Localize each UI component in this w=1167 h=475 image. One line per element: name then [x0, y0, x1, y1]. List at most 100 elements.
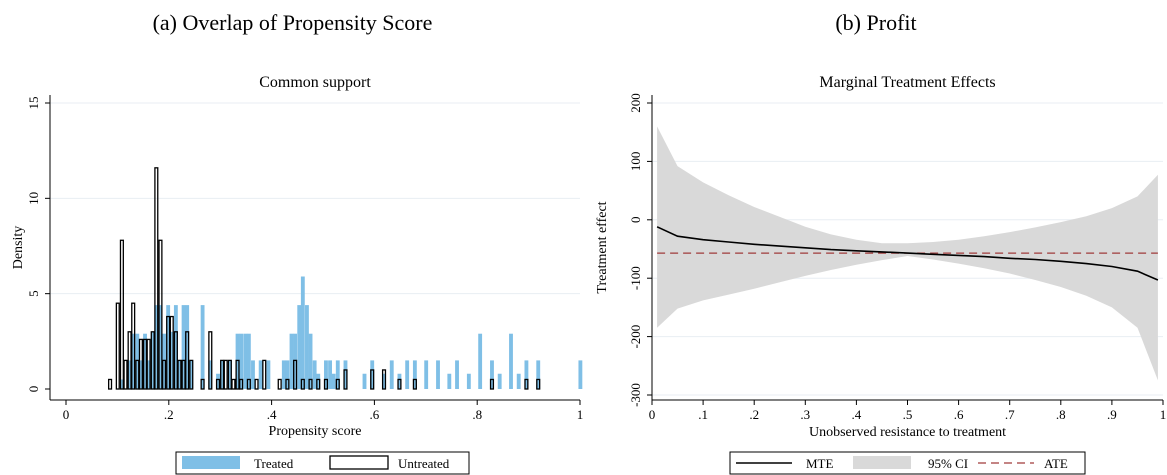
bar-treated: [208, 360, 213, 389]
y-tick-label: -300: [628, 383, 643, 407]
bar-treated: [497, 373, 502, 389]
bar-untreated: [370, 369, 375, 390]
y-tick-label: -100: [628, 266, 643, 290]
bar-untreated: [239, 378, 244, 390]
x-tick-label: .6: [954, 407, 964, 422]
bar-untreated: [316, 378, 321, 390]
bar-treated: [227, 360, 232, 389]
legend-box: [175, 451, 470, 475]
legend-swatch-untreated: [329, 455, 389, 470]
y-tick-label: 200: [628, 93, 643, 113]
bar-treated: [177, 360, 182, 389]
bar-untreated: [215, 378, 221, 390]
bar-treated: [251, 360, 255, 389]
bar-treated: [343, 360, 348, 389]
bar-treated: [316, 373, 321, 389]
bar-untreated: [189, 359, 194, 390]
bar-treated: [447, 373, 452, 389]
x-tick-label: .9: [1107, 407, 1117, 422]
y-axis-label: Treatment effect: [595, 201, 610, 293]
bar-untreated: [223, 359, 228, 390]
bar-untreated: [524, 378, 529, 390]
bar-treated: [220, 360, 225, 389]
bar-treated: [239, 333, 244, 389]
legend-swatch-ci: [853, 456, 911, 469]
chart-title: Marginal Treatment Effects: [819, 74, 995, 91]
x-tick-label: .8: [1056, 407, 1066, 422]
bar-treated: [312, 360, 317, 389]
bar-treated: [331, 373, 336, 389]
bar-treated: [490, 360, 494, 389]
bar-untreated: [262, 359, 267, 390]
bar-untreated: [285, 378, 290, 390]
bar-treated: [335, 360, 340, 389]
bar-treated: [308, 333, 313, 389]
bar-untreated: [220, 359, 225, 390]
y-tick-label: 5: [26, 290, 41, 297]
bar-treated: [297, 305, 302, 389]
bar-untreated: [115, 302, 120, 390]
bar-untreated: [135, 359, 140, 390]
bar-treated: [258, 360, 263, 389]
legend-swatch-treated: [182, 456, 240, 469]
bar-untreated: [308, 378, 313, 390]
legend-label-ate: ATE: [1044, 456, 1068, 471]
bar-treated: [293, 333, 298, 389]
bar-untreated: [227, 359, 232, 390]
x-tick-label: .4: [852, 407, 862, 422]
y-tick-label: 0: [26, 386, 41, 393]
bar-treated: [127, 360, 132, 389]
x-axis-label: Propensity score: [269, 424, 362, 439]
panel-b-heading: (b) Profit: [835, 10, 917, 35]
y-tick-label: 10: [26, 192, 41, 205]
bar-untreated: [231, 378, 236, 390]
bar-treated: [119, 379, 124, 389]
mte-line: [656, 226, 1159, 281]
bar-untreated: [185, 331, 190, 390]
bar-untreated: [166, 315, 171, 390]
x-tick-label: .2: [749, 407, 759, 422]
bar-untreated: [200, 378, 205, 390]
bar-untreated: [169, 315, 174, 390]
bar-treated: [324, 360, 328, 389]
y-tick-label: 0: [628, 217, 643, 224]
bar-treated: [150, 331, 155, 389]
bar-untreated: [343, 369, 348, 390]
bar-treated: [169, 331, 174, 389]
bar-untreated: [123, 359, 128, 390]
x-tick-label: 0: [649, 407, 656, 422]
bar-treated: [235, 333, 240, 389]
x-tick-label: .5: [903, 407, 913, 422]
bar-untreated: [277, 378, 282, 390]
bar-treated: [516, 373, 521, 389]
bar-treated: [131, 333, 136, 389]
y-tick-label: 100: [628, 152, 643, 172]
legend-label-mte: MTE: [806, 456, 834, 471]
bar-treated: [362, 373, 367, 389]
bar-treated: [397, 373, 402, 389]
y-tick-label: -200: [628, 325, 643, 349]
bar-treated: [382, 373, 386, 389]
bar-treated: [200, 305, 205, 389]
bar-untreated: [181, 359, 186, 390]
bar-treated: [524, 360, 529, 389]
bar-untreated: [173, 331, 178, 390]
x-tick-label: .6: [370, 407, 380, 422]
bar-treated: [281, 360, 286, 389]
bar-treated: [162, 333, 166, 389]
panel-a-heading: (a) Overlap of Propensity Score: [152, 10, 433, 35]
legend-label-treated: Treated: [254, 456, 294, 471]
y-tick-label: 15: [26, 97, 41, 110]
bar-untreated: [335, 378, 340, 390]
bar-untreated: [246, 378, 251, 390]
bar-untreated: [127, 331, 132, 390]
bar-treated: [146, 360, 151, 389]
bar-treated: [405, 360, 410, 389]
bar-treated: [266, 360, 271, 389]
bar-untreated: [161, 359, 167, 390]
bar-untreated: [293, 359, 298, 390]
bar-treated: [246, 333, 251, 389]
x-tick-label: 1: [1160, 407, 1167, 422]
bar-treated: [466, 373, 471, 389]
